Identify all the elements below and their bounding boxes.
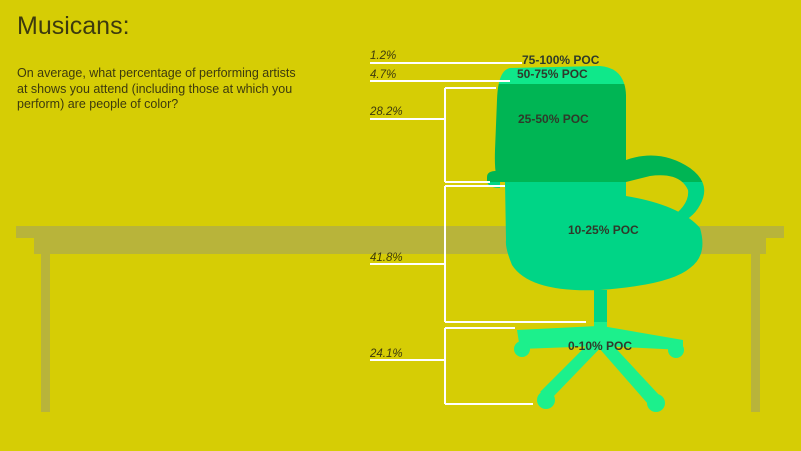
category-label-75-100-poc: 75-100% POC xyxy=(522,53,600,67)
category-label-0-10-poc: 0-10% POC xyxy=(568,339,632,353)
value-label-0-10-poc: 24.1% xyxy=(369,348,403,360)
value-label-50-75-poc: 4.7% xyxy=(370,69,396,81)
value-label-10-25-poc: 41.8% xyxy=(370,252,403,264)
value-label-25-50-poc: 28.2% xyxy=(369,106,403,118)
segment-50-75-poc xyxy=(498,66,625,84)
category-label-50-75-poc: 50-75% POC xyxy=(517,67,588,81)
bracket-lines xyxy=(370,62,586,405)
segment-10-25-poc xyxy=(487,182,705,322)
chart-title: Musicans: xyxy=(17,12,130,40)
value-label-75-100-poc: 1.2% xyxy=(370,50,396,62)
segment-0-10-poc xyxy=(514,322,684,412)
category-label-25-50-poc: 25-50% POC xyxy=(518,112,589,126)
category-label-10-25-poc: 10-25% POC xyxy=(568,223,639,237)
survey-question: On average, what percentage of performin… xyxy=(17,66,296,111)
segment-25-50-poc xyxy=(487,84,703,182)
